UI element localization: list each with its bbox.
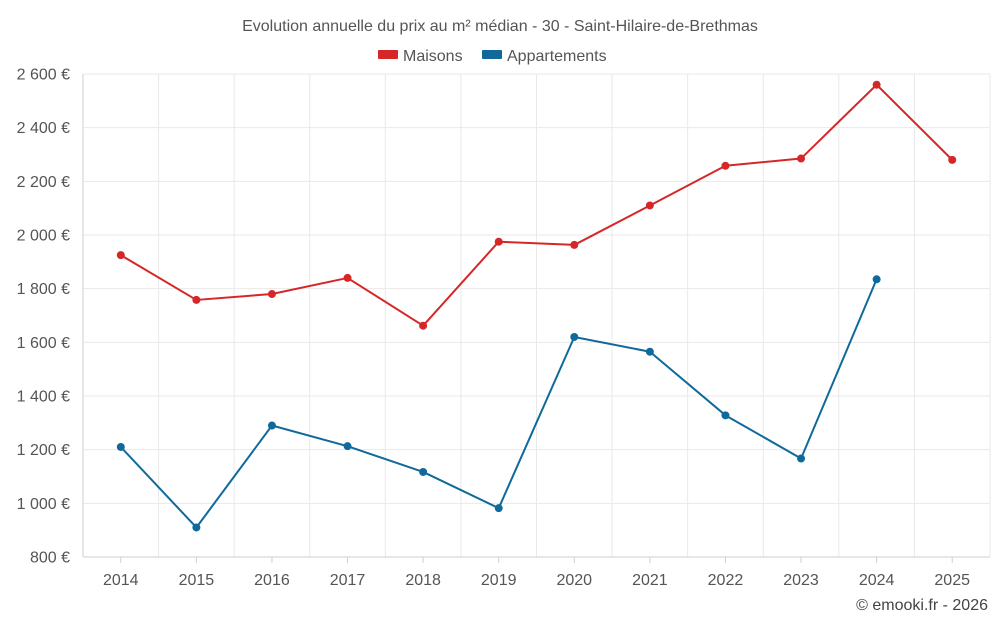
legend-label-appartements[interactable]: Appartements	[507, 48, 607, 65]
data-point-maisons[interactable]	[267, 290, 276, 299]
x-tick-label: 2022	[708, 572, 744, 589]
y-tick-label: 2 200 €	[17, 174, 70, 191]
series-line-maisons	[120, 83, 953, 327]
legend-label-maisons[interactable]: Maisons	[403, 48, 463, 65]
data-point-appartements[interactable]	[116, 442, 125, 451]
x-tick-label: 2015	[179, 572, 215, 589]
data-point-appartements[interactable]	[192, 523, 201, 532]
x-tick-label: 2017	[330, 572, 366, 589]
data-point-maisons[interactable]	[872, 80, 881, 89]
data-point-maisons[interactable]	[797, 154, 806, 163]
y-tick-label: 2 400 €	[17, 120, 70, 137]
x-tick-label: 2016	[254, 572, 290, 589]
grid	[83, 73, 991, 557]
legend-swatch-maisons	[378, 50, 398, 59]
data-point-appartements[interactable]	[721, 411, 730, 420]
data-point-maisons[interactable]	[343, 273, 352, 282]
y-tick-label: 1 600 €	[17, 335, 70, 352]
legend: Maisons Appartements	[378, 48, 607, 65]
chart-title: Evolution annuelle du prix au m² médian …	[242, 18, 758, 35]
x-tick-label: 2014	[103, 572, 139, 589]
y-tick-label: 1 400 €	[17, 389, 70, 406]
data-point-appartements[interactable]	[872, 275, 881, 284]
data-point-appartements[interactable]	[570, 332, 579, 341]
data-point-appartements[interactable]	[343, 442, 352, 451]
y-tick-label: 1 800 €	[17, 281, 70, 298]
data-point-appartements[interactable]	[797, 454, 806, 463]
data-point-maisons[interactable]	[721, 161, 730, 170]
series-maisons	[116, 80, 957, 330]
data-point-maisons[interactable]	[116, 251, 125, 260]
x-tick-label: 2020	[556, 572, 592, 589]
data-point-maisons[interactable]	[192, 295, 201, 304]
y-tick-label: 2 000 €	[17, 228, 70, 245]
data-point-maisons[interactable]	[645, 201, 654, 210]
series-appartements	[116, 275, 881, 532]
credit-label: © emooki.fr - 2026	[856, 597, 988, 614]
y-tick-label: 800 €	[30, 550, 70, 567]
legend-swatch-appartements	[482, 50, 502, 59]
x-tick-label: 2019	[481, 572, 517, 589]
data-point-appartements[interactable]	[267, 421, 276, 430]
data-point-appartements[interactable]	[494, 504, 503, 513]
x-tick-label: 2018	[405, 572, 441, 589]
data-point-maisons[interactable]	[419, 321, 428, 330]
x-tick-label: 2023	[783, 572, 819, 589]
x-tick-label: 2024	[859, 572, 895, 589]
data-point-appartements[interactable]	[419, 467, 428, 476]
x-tick-label: 2025	[934, 572, 970, 589]
data-point-appartements[interactable]	[645, 347, 654, 356]
data-point-maisons[interactable]	[948, 155, 957, 164]
x-tick-label: 2021	[632, 572, 668, 589]
data-point-maisons[interactable]	[494, 237, 503, 246]
y-tick-label: 1 200 €	[17, 442, 70, 459]
data-point-maisons[interactable]	[570, 240, 579, 249]
axes: 800 € 1 000 € 1 200 € 1 400 € 1 600 € 1 800 €…	[17, 67, 990, 589]
y-tick-label: 2 600 €	[17, 67, 70, 84]
series	[116, 80, 957, 532]
y-tick-label: 1 000 €	[17, 496, 70, 513]
